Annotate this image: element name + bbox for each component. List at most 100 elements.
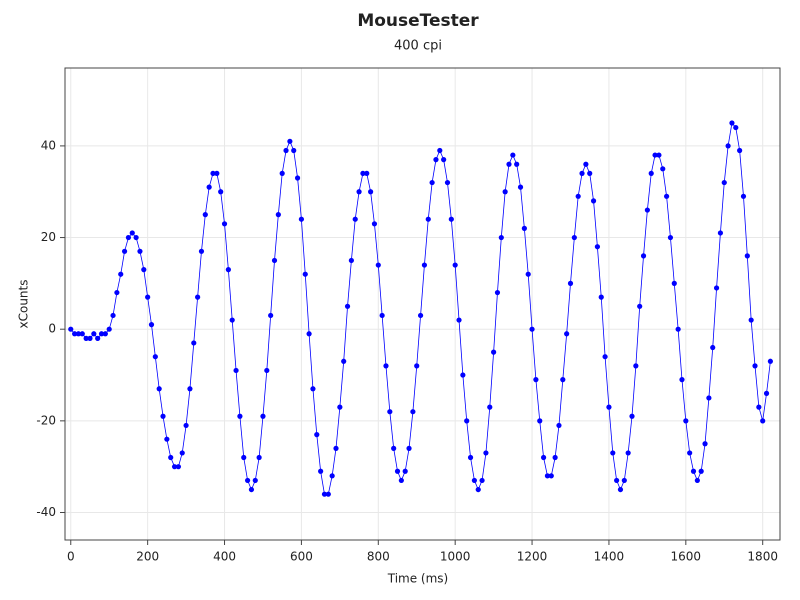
- data-point: [410, 409, 416, 415]
- data-point: [606, 404, 612, 410]
- data-point: [356, 189, 362, 195]
- data-point: [713, 285, 720, 291]
- data-point: [129, 230, 135, 236]
- data-point: [487, 404, 493, 410]
- data-point: [575, 193, 581, 199]
- data-point: [275, 212, 281, 218]
- data-point: [298, 216, 305, 222]
- chart-title: MouseTester: [357, 11, 479, 31]
- data-point: [75, 331, 82, 337]
- data-point: [717, 230, 724, 236]
- data-point: [437, 147, 443, 154]
- data-point: [287, 138, 293, 144]
- data-point: [625, 450, 631, 456]
- data-point: [279, 170, 285, 176]
- data-point: [564, 331, 570, 337]
- data-point: [544, 473, 551, 479]
- data-point: [102, 331, 108, 337]
- data-point: [91, 331, 97, 337]
- data-point: [556, 422, 562, 429]
- data-point: [614, 477, 620, 484]
- data-point: [221, 221, 228, 227]
- data-point: [498, 234, 504, 241]
- data-point: [748, 317, 754, 323]
- data-point: [148, 322, 155, 328]
- data-point: [467, 454, 474, 461]
- y-tick-label: 0: [48, 322, 56, 336]
- data-point: [448, 216, 454, 222]
- data-point: [602, 354, 608, 360]
- data-point: [737, 147, 743, 154]
- data-point: [95, 335, 101, 341]
- y-tick-label: -20: [36, 413, 56, 427]
- data-point: [640, 253, 647, 259]
- data-point: [767, 358, 773, 364]
- data-point: [610, 450, 616, 456]
- data-point: [760, 418, 766, 424]
- data-point: [683, 418, 689, 424]
- x-tick-label: 400: [213, 550, 236, 564]
- data-point: [471, 477, 477, 484]
- data-point: [633, 363, 639, 369]
- data-point: [421, 262, 428, 268]
- data-point: [195, 294, 201, 300]
- data-point: [137, 248, 143, 254]
- data-point: [133, 234, 139, 241]
- data-point: [114, 289, 120, 296]
- data-point: [187, 386, 193, 392]
- data-point: [268, 312, 274, 319]
- data-point: [360, 170, 366, 176]
- data-point: [314, 432, 320, 438]
- data-point: [233, 367, 239, 374]
- data-point: [83, 335, 89, 341]
- data-point: [690, 468, 697, 474]
- data-point: [571, 234, 577, 241]
- data-point: [344, 303, 351, 309]
- data-point: [517, 184, 524, 190]
- data-point: [341, 358, 347, 364]
- data-point: [671, 280, 677, 286]
- data-point: [675, 326, 681, 332]
- data-point: [352, 216, 358, 222]
- data-point: [725, 143, 731, 149]
- data-point: [72, 331, 78, 337]
- data-point: [106, 326, 112, 332]
- data-point: [206, 184, 212, 190]
- data-point: [429, 179, 435, 186]
- data-point: [733, 124, 739, 131]
- data-point: [337, 404, 343, 410]
- data-point: [98, 331, 105, 337]
- data-point: [379, 312, 385, 319]
- x-tick-label: 0: [67, 550, 75, 564]
- x-axis-label: Time (ms): [387, 572, 449, 586]
- data-point: [483, 450, 489, 456]
- data-point: [729, 120, 735, 126]
- chart-subtitle: 400 cpi: [394, 39, 442, 54]
- x-tick-label: 1200: [517, 550, 548, 564]
- data-point: [763, 390, 770, 396]
- data-point: [179, 450, 185, 456]
- x-tick-label: 1000: [440, 550, 471, 564]
- data-point: [118, 271, 124, 277]
- data-point: [579, 170, 585, 176]
- data-point: [417, 312, 424, 319]
- data-point: [587, 170, 593, 176]
- data-point: [387, 409, 393, 415]
- data-point: [368, 189, 374, 195]
- data-point: [621, 477, 627, 484]
- data-point: [560, 377, 566, 383]
- x-tick-label: 1400: [594, 550, 625, 564]
- data-point: [644, 207, 650, 213]
- data-point: [583, 161, 589, 167]
- data-point: [329, 473, 335, 479]
- data-point: [248, 486, 255, 493]
- data-point: [191, 340, 197, 346]
- data-point: [125, 234, 132, 241]
- data-point: [521, 225, 527, 231]
- data-point: [160, 413, 166, 419]
- data-point: [175, 464, 182, 470]
- data-point: [79, 331, 85, 337]
- data-point: [456, 317, 462, 323]
- data-point: [321, 491, 328, 497]
